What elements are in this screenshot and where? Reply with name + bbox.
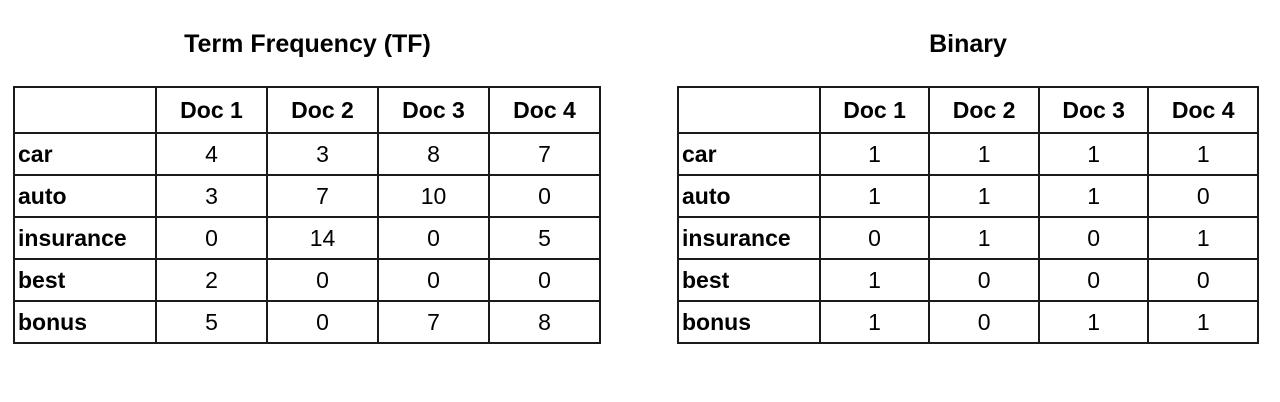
header-cell-doc-4: Doc 4 [1147, 86, 1259, 134]
table-row: best 2 0 0 0 [13, 258, 601, 302]
value-cell: 7 [488, 132, 601, 176]
tf-table-title: Term Frequency (TF) [184, 30, 431, 58]
tf-table: Doc 1 Doc 2 Doc 3 Doc 4 car 4 3 8 7 auto… [13, 86, 601, 344]
table-header-row: Doc 1 Doc 2 Doc 3 Doc 4 [13, 86, 601, 134]
header-cell-doc-1: Doc 1 [155, 86, 268, 134]
value-cell: 0 [1037, 258, 1150, 302]
value-cell: 1 [818, 174, 931, 218]
table-row: insurance 0 1 0 1 [677, 216, 1259, 260]
term-cell: car [677, 132, 821, 176]
table-row: bonus 1 0 1 1 [677, 300, 1259, 344]
value-cell: 10 [377, 174, 490, 218]
value-cell: 0 [266, 258, 379, 302]
value-cell: 7 [377, 300, 490, 344]
value-cell: 3 [266, 132, 379, 176]
value-cell: 1 [1037, 174, 1150, 218]
value-cell: 8 [488, 300, 601, 344]
table-row: best 1 0 0 0 [677, 258, 1259, 302]
value-cell: 0 [928, 300, 1040, 344]
term-cell: auto [677, 174, 821, 218]
value-cell: 0 [488, 258, 601, 302]
value-cell: 0 [155, 216, 268, 260]
header-cell-blank [13, 86, 157, 134]
value-cell: 4 [155, 132, 268, 176]
header-cell-doc-3: Doc 3 [1037, 86, 1150, 134]
value-cell: 0 [488, 174, 601, 218]
value-cell: 0 [1037, 216, 1150, 260]
value-cell: 1 [1037, 132, 1150, 176]
value-cell: 0 [928, 258, 1040, 302]
value-cell: 0 [266, 300, 379, 344]
value-cell: 8 [377, 132, 490, 176]
header-cell-doc-4: Doc 4 [488, 86, 601, 134]
value-cell: 0 [818, 216, 931, 260]
value-cell: 0 [377, 258, 490, 302]
value-cell: 1 [818, 132, 931, 176]
term-cell: best [677, 258, 821, 302]
value-cell: 2 [155, 258, 268, 302]
header-cell-doc-2: Doc 2 [266, 86, 379, 134]
header-cell-doc-3: Doc 3 [377, 86, 490, 134]
term-cell: bonus [677, 300, 821, 344]
binary-table: Doc 1 Doc 2 Doc 3 Doc 4 car 1 1 1 1 auto… [677, 86, 1259, 344]
term-cell: car [13, 132, 157, 176]
value-cell: 0 [1147, 174, 1259, 218]
header-cell-doc-2: Doc 2 [928, 86, 1040, 134]
value-cell: 1 [1147, 300, 1259, 344]
value-cell: 1 [928, 174, 1040, 218]
value-cell: 7 [266, 174, 379, 218]
value-cell: 1 [818, 300, 931, 344]
value-cell: 1 [1037, 300, 1150, 344]
table-row: car 1 1 1 1 [677, 132, 1259, 176]
term-cell: insurance [13, 216, 157, 260]
table-row: auto 1 1 1 0 [677, 174, 1259, 218]
value-cell: 5 [488, 216, 601, 260]
header-cell-blank [677, 86, 821, 134]
value-cell: 1 [1147, 132, 1259, 176]
value-cell: 14 [266, 216, 379, 260]
table-row: insurance 0 14 0 5 [13, 216, 601, 260]
value-cell: 0 [1147, 258, 1259, 302]
table-row: bonus 5 0 7 8 [13, 300, 601, 344]
term-cell: auto [13, 174, 157, 218]
value-cell: 1 [1147, 216, 1259, 260]
value-cell: 1 [928, 132, 1040, 176]
table-row: auto 3 7 10 0 [13, 174, 601, 218]
term-cell: best [13, 258, 157, 302]
value-cell: 0 [377, 216, 490, 260]
term-cell: bonus [13, 300, 157, 344]
table-header-row: Doc 1 Doc 2 Doc 3 Doc 4 [677, 86, 1259, 134]
value-cell: 5 [155, 300, 268, 344]
binary-table-title: Binary [929, 30, 1007, 58]
term-cell: insurance [677, 216, 821, 260]
value-cell: 3 [155, 174, 268, 218]
value-cell: 1 [928, 216, 1040, 260]
header-cell-doc-1: Doc 1 [818, 86, 931, 134]
value-cell: 1 [818, 258, 931, 302]
table-row: car 4 3 8 7 [13, 132, 601, 176]
